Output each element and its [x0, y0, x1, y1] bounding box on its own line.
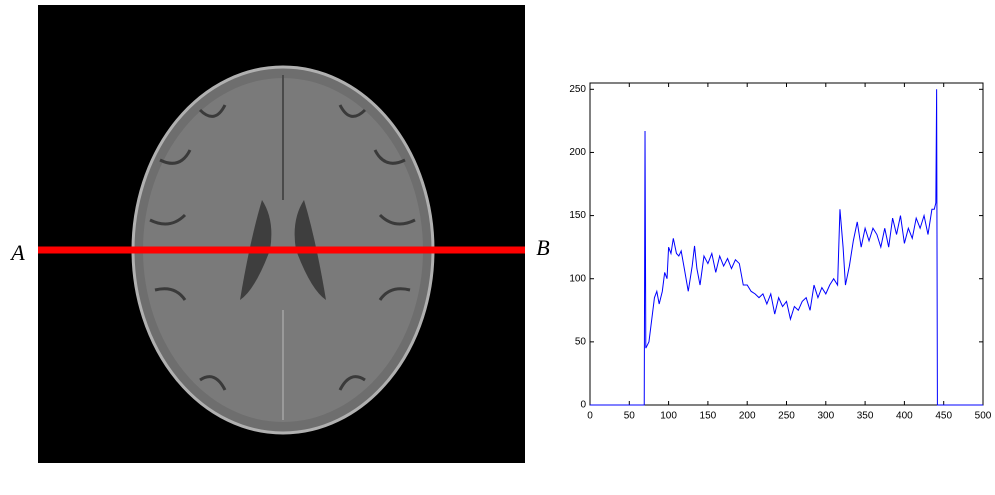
x-tick-label: 250	[778, 411, 795, 422]
x-tick-label: 100	[660, 411, 677, 422]
y-tick-label: 50	[575, 337, 587, 348]
y-tick-label: 150	[569, 210, 586, 221]
x-tick-label: 150	[700, 411, 717, 422]
x-tick-label: 500	[975, 411, 992, 422]
y-tick-label: 250	[569, 84, 586, 95]
x-tick-label: 50	[624, 411, 636, 422]
plot-frame	[589, 82, 984, 406]
label-b: B	[536, 235, 549, 260]
profile-line	[590, 89, 983, 406]
x-tick-label: 350	[857, 411, 874, 422]
label-a: A	[9, 240, 25, 265]
x-tick-label: 300	[817, 411, 834, 422]
ct-image	[38, 5, 525, 463]
y-tick-label: 200	[569, 147, 586, 158]
x-tick-label: 400	[896, 411, 913, 422]
x-tick-label: 0	[587, 411, 593, 422]
y-tick-label: 100	[569, 273, 586, 284]
x-tick-label: 200	[739, 411, 756, 422]
y-tick-label: 0	[580, 400, 586, 411]
x-tick-label: 450	[935, 411, 952, 422]
